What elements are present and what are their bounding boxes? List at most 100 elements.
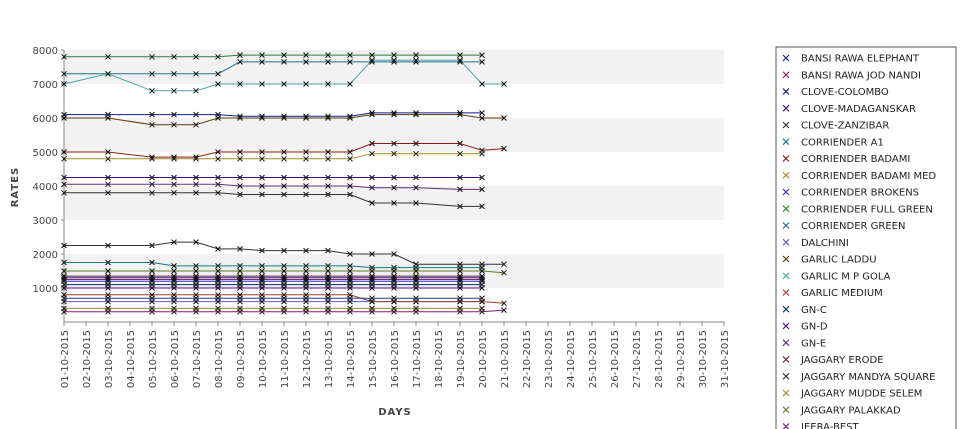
data-point: [61, 189, 67, 196]
data-point: [391, 150, 397, 157]
data-point: [325, 308, 331, 315]
data-point: [303, 81, 309, 87]
data-point: [325, 81, 331, 87]
x-tick-label: 15-10-2015: [368, 330, 379, 388]
legend-item: CORRIENDER FULL GREEN: [782, 204, 933, 215]
data-point: [171, 268, 177, 274]
data-point: [215, 189, 221, 196]
data-point: [303, 285, 309, 291]
x-tick-label: 03-10-2015: [104, 330, 115, 388]
legend-marker: [782, 205, 790, 213]
data-point: [501, 115, 507, 121]
legend-label: GN-E: [801, 338, 826, 349]
data-point: [325, 285, 331, 291]
x-tick-label: 01-10-2015: [60, 330, 71, 388]
data-point: [237, 174, 243, 181]
x-tick-label: 26-10-2015: [610, 330, 621, 388]
data-point: [501, 269, 507, 276]
data-point: [259, 295, 265, 302]
data-point: [369, 184, 375, 191]
legend-item: GARLIC M P GOLA: [782, 271, 891, 282]
data-point: [149, 121, 155, 128]
data-point: [149, 268, 155, 274]
data-point: [61, 181, 67, 188]
data-point: [237, 246, 243, 252]
data-point: [259, 174, 265, 181]
data-point: [193, 285, 199, 291]
data-point: [259, 263, 265, 269]
legend-marker: [782, 54, 790, 62]
data-point: [105, 273, 111, 279]
series: [61, 57, 507, 94]
legend-marker: [782, 255, 790, 263]
legend-item: CORRIENDER A1: [782, 137, 884, 148]
y-tick-label: 2000: [33, 250, 58, 261]
data-point: [501, 81, 507, 87]
x-tick-label: 02-10-2015: [82, 330, 93, 388]
data-point: [347, 52, 353, 58]
data-point: [237, 52, 243, 58]
data-point: [61, 174, 67, 181]
data-point: [413, 268, 419, 274]
data-point: [325, 149, 331, 155]
data-point: [61, 268, 67, 274]
legend-marker: [782, 104, 790, 112]
data-point: [105, 115, 111, 121]
legend-marker: [782, 389, 790, 397]
data-point: [171, 239, 177, 245]
data-point: [479, 52, 485, 58]
data-point: [303, 191, 309, 198]
data-point: [281, 268, 287, 274]
data-point: [457, 174, 463, 181]
data-point: [259, 115, 265, 121]
data-point: [501, 261, 507, 268]
data-point: [259, 149, 265, 155]
x-tick-label: 25-10-2015: [588, 330, 599, 388]
data-point: [479, 81, 485, 87]
data-point: [325, 52, 331, 58]
data-point: [237, 285, 243, 291]
legend-marker: [782, 138, 790, 146]
legend-label: BANSI RAWA JOD NANDI: [801, 70, 921, 81]
data-point: [193, 111, 199, 118]
x-tick-label: 09-10-2015: [236, 330, 247, 388]
data-point: [457, 150, 463, 157]
series-line: [64, 143, 505, 158]
data-point: [413, 285, 419, 291]
legend-item: BANSI RAWA JOD NANDI: [782, 70, 921, 81]
data-point: [369, 150, 375, 157]
data-point: [237, 263, 243, 269]
data-point: [347, 59, 353, 65]
legend-marker: [782, 71, 790, 79]
data-point: [391, 184, 397, 191]
data-point: [281, 295, 287, 302]
data-point: [347, 251, 353, 257]
data-point: [61, 115, 67, 121]
legend-box: [775, 46, 957, 429]
data-point: [325, 183, 331, 189]
data-point: [281, 81, 287, 87]
legend-item: DALCHINI: [782, 238, 849, 249]
data-point: [171, 273, 177, 279]
legend-label: DALCHINI: [801, 238, 849, 249]
data-point: [237, 149, 243, 155]
data-point: [369, 308, 375, 315]
data-point: [457, 273, 463, 279]
data-point: [215, 155, 221, 162]
data-point: [281, 149, 287, 155]
data-point: [303, 59, 309, 65]
data-point: [347, 263, 353, 269]
data-point: [281, 52, 287, 58]
x-tick-label: 18-10-2015: [434, 330, 445, 388]
data-point: [479, 110, 485, 116]
legend-label: CORRIENDER FULL GREEN: [801, 204, 933, 215]
data-point: [325, 59, 331, 65]
legend-marker: [782, 222, 790, 229]
x-tick-label: 06-10-2015: [170, 330, 181, 388]
legend-label: CORRIENDER BADAMI: [801, 154, 910, 165]
data-point: [149, 295, 155, 302]
x-tick-label: 30-10-2015: [698, 330, 709, 388]
data-point: [479, 261, 485, 268]
data-point: [193, 181, 199, 188]
data-point: [325, 263, 331, 269]
